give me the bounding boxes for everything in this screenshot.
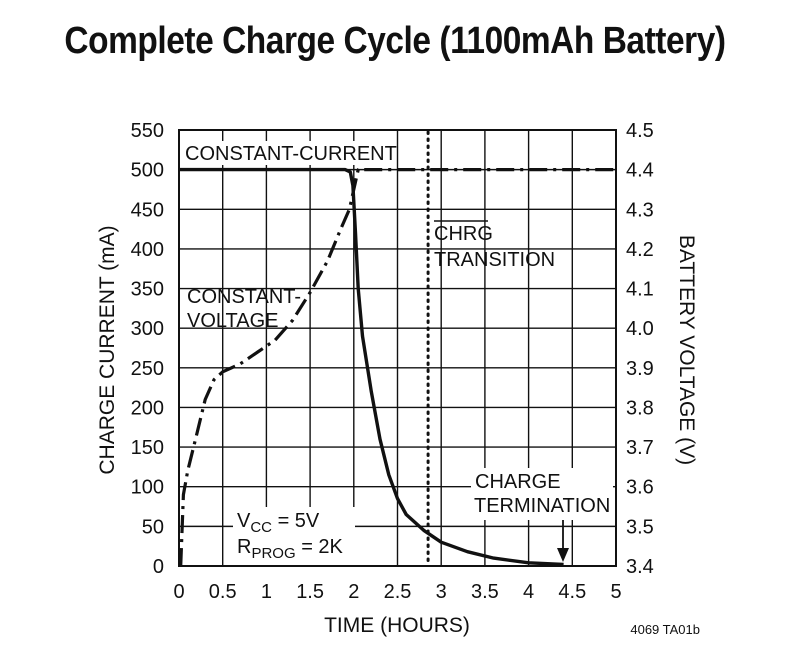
- y-tick-label: 450: [131, 199, 164, 221]
- charge-termination-label-bg: [471, 468, 613, 520]
- y-tick-label: 100: [131, 477, 164, 499]
- y2-tick-label: 4.4: [626, 160, 654, 182]
- conditions-label-bg: [233, 507, 355, 565]
- x-tick-label: 4: [523, 581, 534, 603]
- x-axis-label: TIME (HOURS): [324, 614, 470, 637]
- constant-voltage-label-line2: VOLTAGE: [187, 310, 279, 332]
- y-tick-label: 200: [131, 397, 164, 419]
- figure-code: 4069 TA01b: [630, 622, 700, 637]
- y-tick-label: 150: [131, 437, 164, 459]
- x-tick-label: 1.5: [296, 581, 324, 603]
- constant-voltage-label-line1: CONSTANT-: [187, 286, 301, 308]
- y-tick-label: 550: [131, 120, 164, 142]
- x-tick-label: 2.5: [384, 581, 412, 603]
- y-tick-label: 0: [153, 556, 164, 578]
- x-tick-label: 1: [261, 581, 272, 603]
- y2-tick-label: 3.7: [626, 437, 654, 459]
- vcc-label: VCC = 5V: [237, 510, 320, 536]
- y2-tick-label: 4.0: [626, 318, 654, 340]
- y2-tick-label: 4.3: [626, 199, 654, 221]
- y-axis-label: CHARGE CURRENT (mA): [96, 225, 119, 474]
- y2-tick-label: 3.5: [626, 516, 654, 538]
- charge-label: CHARGE: [475, 471, 561, 493]
- battery-voltage-line: [179, 168, 616, 567]
- plot-frame: [178, 129, 617, 567]
- x-tick-label: 0: [173, 581, 184, 603]
- transition-label: TRANSITION: [434, 249, 555, 271]
- x-tick-label: 4.5: [558, 581, 586, 603]
- y2-tick-label: 4.5: [626, 120, 654, 142]
- x-tick-label: 5: [610, 581, 621, 603]
- constant-current-label: CONSTANT-CURRENT: [185, 143, 397, 165]
- x-tick-label: 3: [436, 581, 447, 603]
- y-tick-label: 500: [131, 160, 164, 182]
- charge-current-line: [179, 167, 564, 567]
- y2-tick-label: 3.9: [626, 358, 654, 380]
- y2-axis-label: BATTERY VOLTAGE (V): [675, 235, 698, 465]
- rprog-label: RPROG = 2K: [237, 536, 344, 562]
- x-tick-label: 0.5: [209, 581, 237, 603]
- chrg-label: CHRG: [434, 223, 493, 245]
- termination-label: TERMINATION: [474, 495, 610, 517]
- tick-labels: 0 0.5 1 1.5 2 2.5 3 3.5 4 4.5 50501001502002503003…: [131, 120, 654, 603]
- x-tick-label: 3.5: [471, 581, 499, 603]
- y2-tick-label: 3.6: [626, 477, 654, 499]
- y2-tick-label: 3.8: [626, 397, 654, 419]
- termination-arrow-head: [557, 548, 569, 562]
- constant-current-label-bg: [183, 141, 387, 165]
- y2-tick-label: 4.1: [626, 279, 654, 301]
- y2-tick-label: 4.2: [626, 239, 654, 261]
- x-tick-label: 2: [348, 581, 359, 603]
- y-tick-label: 300: [131, 318, 164, 340]
- y-tick-label: 400: [131, 239, 164, 261]
- y-tick-label: 350: [131, 279, 164, 301]
- y2-tick-label: 3.4: [626, 556, 654, 578]
- y-tick-label: 50: [142, 516, 164, 538]
- chart-title: Complete Charge Cycle (1100mAh Battery): [64, 20, 726, 62]
- y-tick-label: 250: [131, 358, 164, 380]
